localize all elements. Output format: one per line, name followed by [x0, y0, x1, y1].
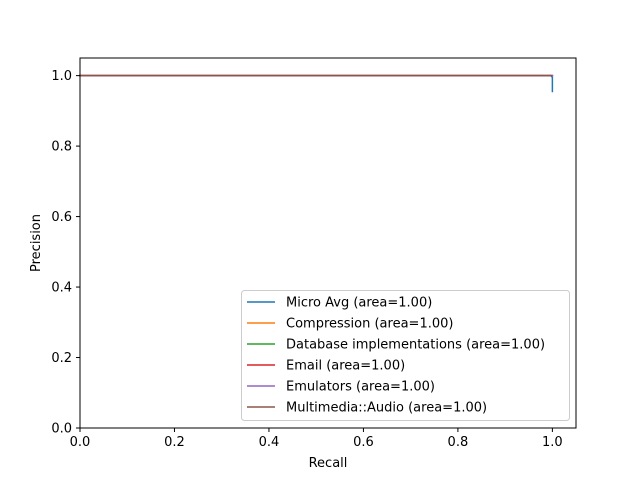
plot-frame	[79, 57, 577, 429]
legend-label-1: Compression (area=1.00)	[286, 317, 453, 332]
series-layer	[79, 74, 554, 93]
x-tick-label: 0.0	[70, 435, 91, 450]
legend-label-4: Emulators (area=1.00)	[286, 380, 435, 395]
legend-label-0: Micro Avg (area=1.00)	[286, 296, 432, 311]
y-tick-label: 0.8	[51, 140, 72, 155]
x-tick-label: 0.4	[259, 435, 280, 450]
y-axis-label: Precision	[29, 214, 44, 272]
x-axis-label: Recall	[309, 456, 348, 471]
x-tick-label: 0.6	[353, 435, 374, 450]
legend-label-5: Multimedia::Audio (area=1.00)	[286, 401, 487, 416]
x-tick-label: 1.0	[542, 435, 563, 450]
x-axis-ticks: 0.0 0.2 0.4 0.6 0.8 1.0	[70, 428, 563, 450]
x-tick-label: 0.2	[164, 435, 185, 450]
y-tick-label: 0.6	[51, 210, 72, 225]
y-tick-label: 1.0	[51, 69, 72, 84]
x-tick-label: 0.8	[448, 435, 469, 450]
legend-label-3: Email (area=1.00)	[286, 359, 405, 374]
y-axis-ticks: 0.0 0.2 0.4 0.6 0.8 1.0	[51, 69, 80, 437]
legend-label-2: Database implementations (area=1.00)	[286, 338, 545, 353]
y-tick-label: 0.4	[51, 281, 72, 296]
legend: Micro Avg (area=1.00) Compression (area=1…	[241, 290, 570, 421]
legend-box	[241, 290, 570, 421]
y-tick-label: 0.0	[51, 422, 72, 437]
y-tick-label: 0.2	[51, 351, 72, 366]
